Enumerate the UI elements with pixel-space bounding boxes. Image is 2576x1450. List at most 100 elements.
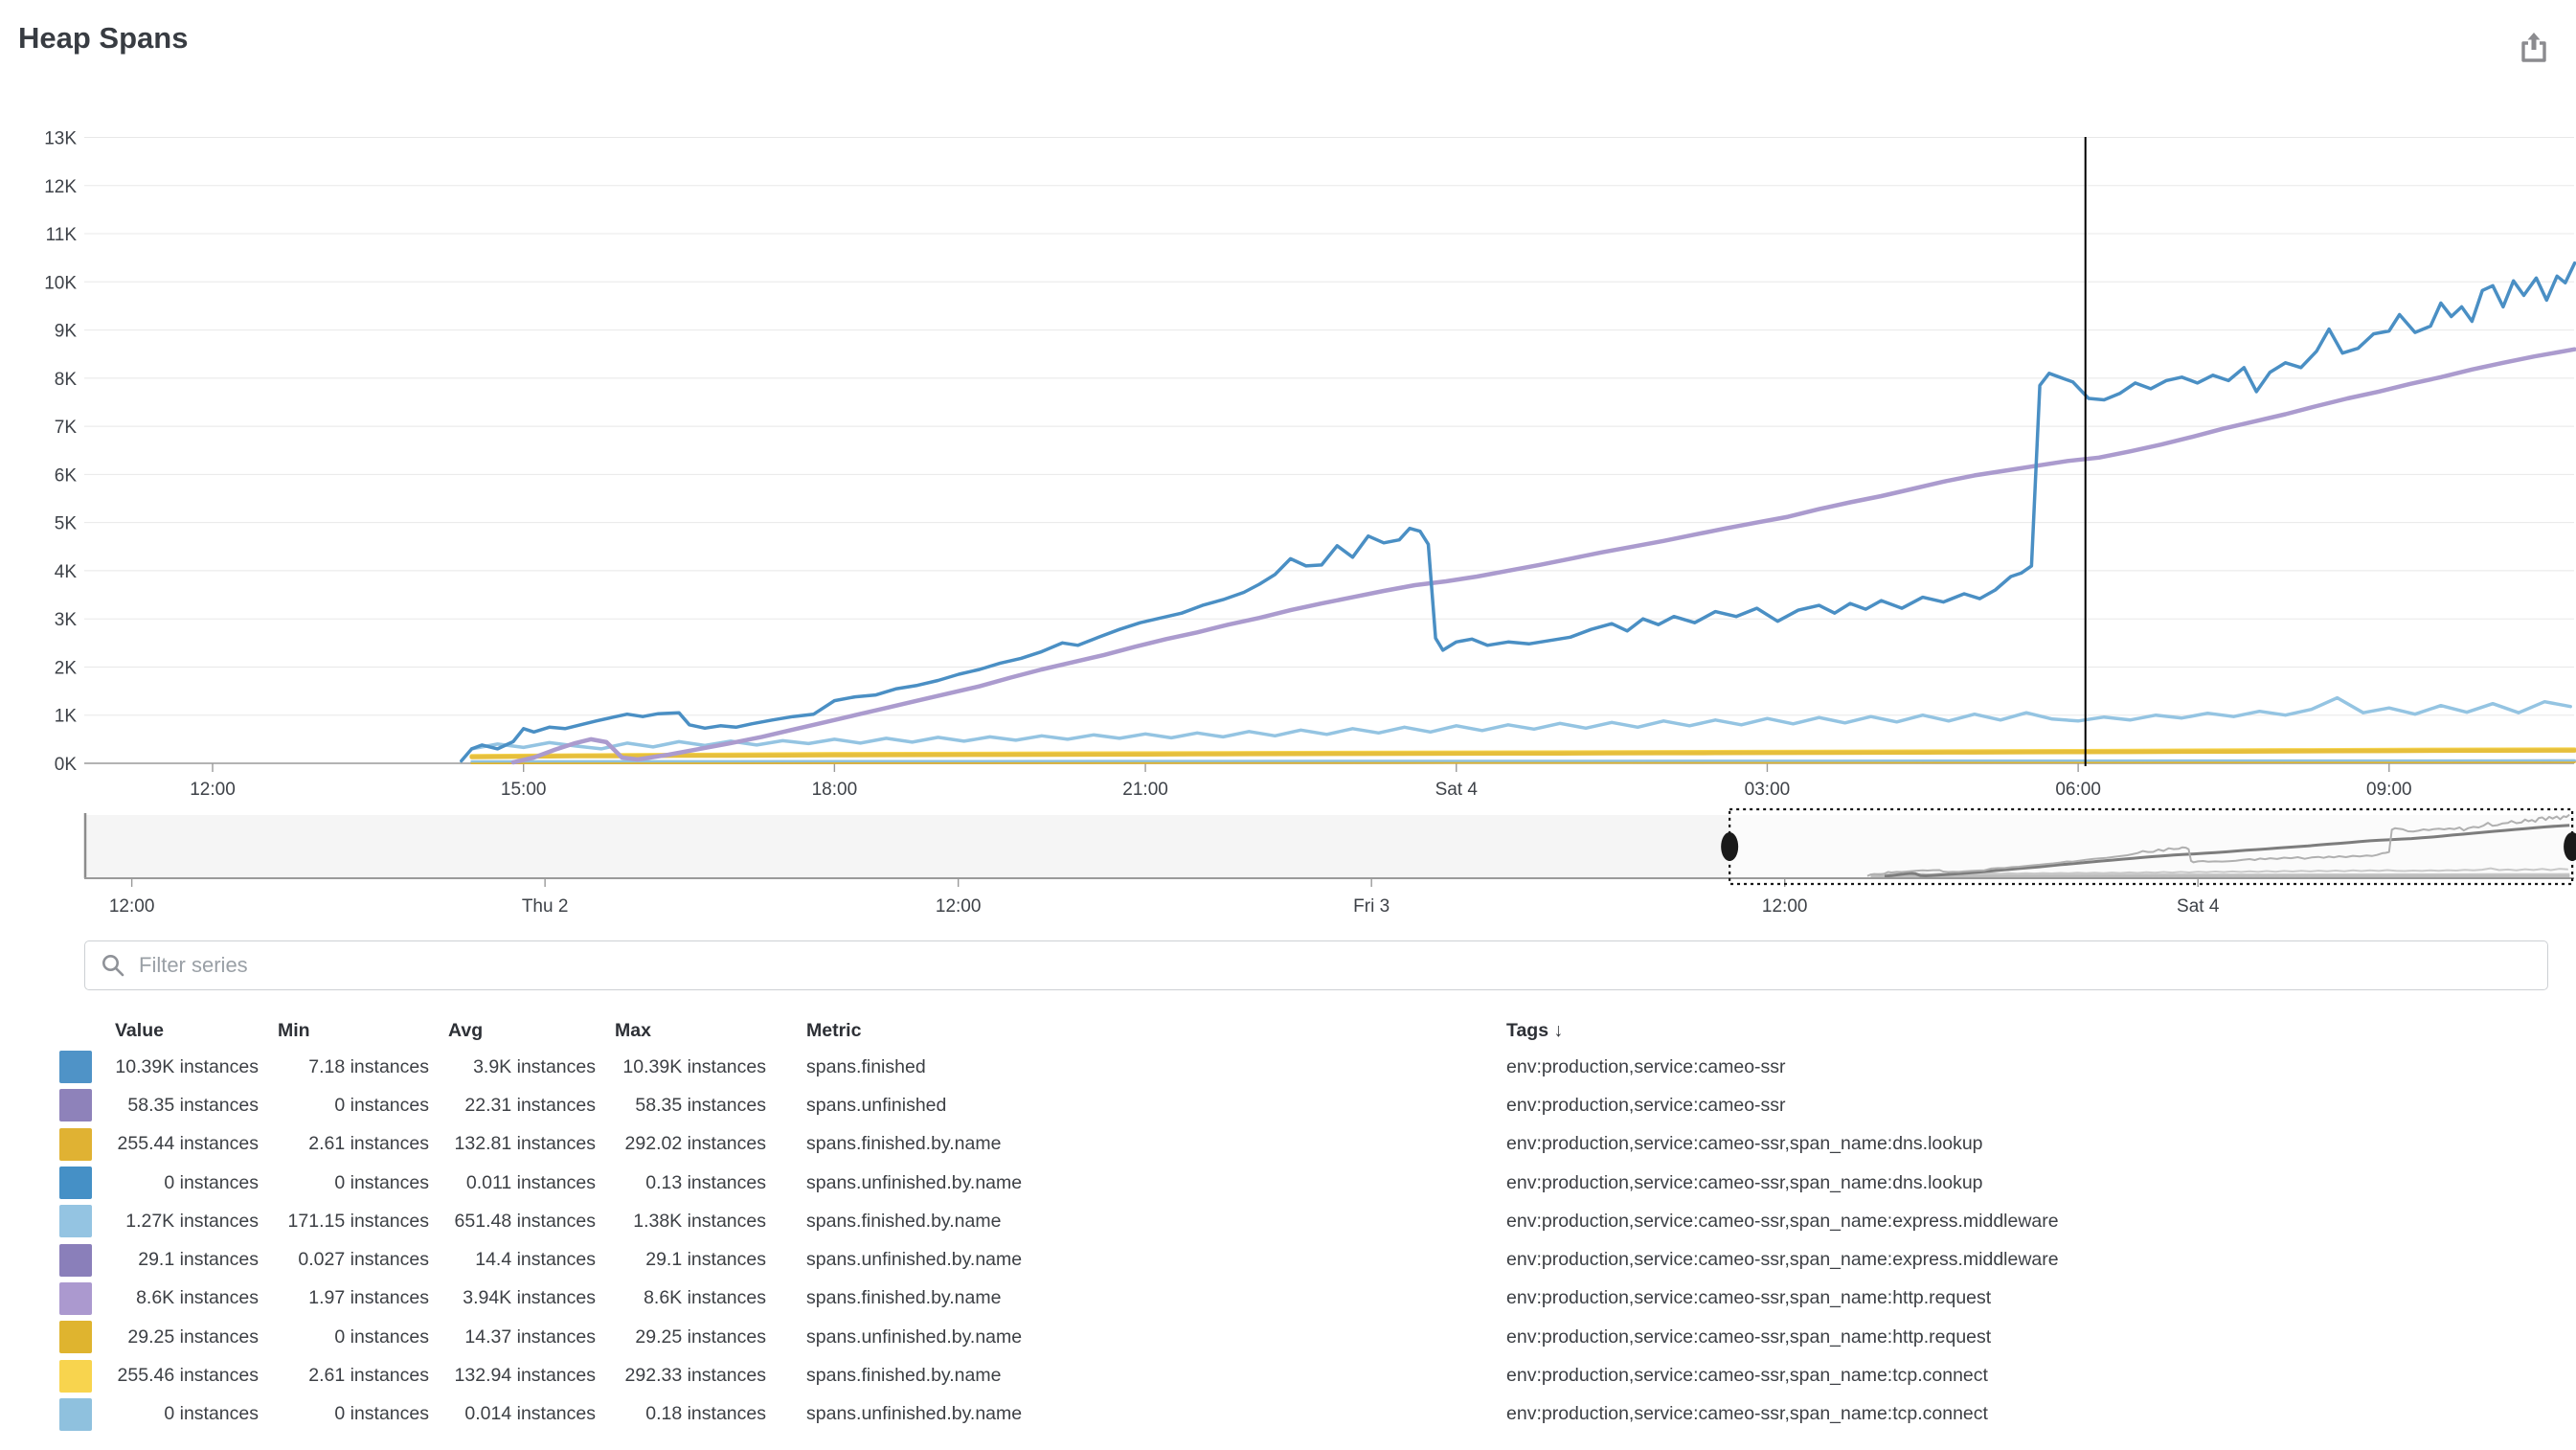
series-table-rows: 10.39K instances 7.18 instances 3.9K ins…: [59, 1048, 2557, 1434]
cell-min: 0 instances: [334, 1403, 429, 1425]
series-line: [510, 347, 2576, 765]
cell-tags: env:production,service:cameo-ssr,span_na…: [1506, 1287, 1992, 1309]
cell-max: 29.25 instances: [635, 1325, 766, 1348]
col-header-avg[interactable]: Avg: [448, 1019, 484, 1041]
col-header-tags[interactable]: Tags ↓: [1506, 1019, 1564, 1041]
cell-tags: env:production,service:cameo-ssr,span_na…: [1506, 1403, 1988, 1425]
y-axis-label: 6K: [55, 465, 78, 486]
table-row[interactable]: 255.44 instances 2.61 instances 132.81 i…: [59, 1125, 2557, 1164]
series-color-swatch[interactable]: [59, 1243, 92, 1277]
brush-window[interactable]: [1729, 809, 2573, 884]
cell-min: 0 instances: [334, 1094, 429, 1116]
series-color-swatch[interactable]: [59, 1127, 92, 1161]
series-color-swatch[interactable]: [59, 1205, 92, 1238]
table-row[interactable]: 255.46 instances 2.61 instances 132.94 i…: [59, 1356, 2557, 1394]
series-line: [470, 760, 2576, 764]
minimap-tick-label: Fri 3: [1353, 896, 1390, 917]
brush-handle-left[interactable]: [1721, 832, 1739, 861]
cell-min: 0 instances: [334, 1325, 429, 1348]
cell-min: 2.61 instances: [308, 1133, 429, 1155]
table-row[interactable]: 8.6K instances 1.97 instances 3.94K inst…: [59, 1280, 2557, 1318]
brush-handle-right[interactable]: [2564, 832, 2576, 861]
cell-max: 0.13 instances: [645, 1171, 766, 1193]
cell-metric: spans.unfinished: [806, 1094, 947, 1116]
sort-descending-icon: ↓: [1553, 1019, 1564, 1041]
col-header-min[interactable]: Min: [278, 1019, 310, 1041]
y-axis-label: 12K: [44, 177, 77, 197]
y-axis-label: 4K: [55, 562, 78, 582]
table-row[interactable]: 1.27K instances 171.15 instances 651.48 …: [59, 1202, 2557, 1240]
cell-metric: spans.unfinished.by.name: [806, 1171, 1023, 1193]
series-table-header: Value Min Avg Max Metric Tags ↓: [59, 1013, 2557, 1048]
x-axis-label: 06:00: [2055, 780, 2101, 800]
table-row[interactable]: 29.1 instances 0.027 instances 14.4 inst…: [59, 1240, 2557, 1279]
col-header-value[interactable]: Value: [115, 1019, 164, 1041]
cell-max: 292.02 instances: [624, 1133, 766, 1155]
y-axis-label: 5K: [55, 514, 78, 534]
cell-metric: spans.finished.by.name: [806, 1210, 1002, 1232]
series-color-swatch[interactable]: [59, 1321, 92, 1354]
table-row[interactable]: 58.35 instances 0 instances 22.31 instan…: [59, 1086, 2557, 1124]
cell-value: 58.35 instances: [127, 1094, 259, 1116]
cell-value: 10.39K instances: [115, 1055, 259, 1077]
page-title: Heap Spans: [18, 21, 189, 55]
minimap-tick-label: 12:00: [936, 896, 982, 917]
cell-metric: spans.finished.by.name: [806, 1365, 1002, 1387]
y-axis-label: 8K: [55, 370, 78, 390]
timeseries-chart-area[interactable]: 0K 1K 2K 3K 4K 5K 6K 7K 8K 9K 10K 11K 12K 13K 12:00 15:…: [0, 0, 2576, 929]
x-axis-label: 09:00: [2366, 780, 2412, 800]
cell-tags: env:production,service:cameo-ssr,span_na…: [1506, 1365, 1988, 1387]
cell-metric: spans.finished.by.name: [806, 1133, 1002, 1155]
filter-series-input[interactable]: [139, 953, 2547, 978]
series-line: [460, 261, 2576, 763]
cell-max: 29.1 instances: [645, 1249, 766, 1271]
cell-min: 0 instances: [334, 1171, 429, 1193]
export-icon[interactable]: [2517, 29, 2551, 65]
series-color-swatch[interactable]: [59, 1359, 92, 1393]
y-axis-label: 1K: [55, 707, 78, 727]
cell-max: 8.6K instances: [644, 1287, 766, 1309]
cell-value: 255.44 instances: [117, 1133, 259, 1155]
series-color-swatch[interactable]: [59, 1281, 92, 1315]
y-axis-label: 2K: [55, 658, 78, 678]
cell-tags: env:production,service:cameo-ssr: [1506, 1094, 1786, 1116]
table-row[interactable]: 0 instances 0 instances 0.011 instances …: [59, 1164, 2557, 1202]
filter-series-box: [84, 940, 2548, 990]
x-axis-label: 15:00: [501, 780, 547, 800]
y-axis-label: 3K: [55, 610, 78, 630]
cell-min: 171.15 instances: [287, 1210, 429, 1232]
cell-value: 255.46 instances: [117, 1365, 259, 1387]
cell-max: 1.38K instances: [633, 1210, 766, 1232]
col-header-max[interactable]: Max: [615, 1019, 651, 1041]
minimap-tick-label: 12:00: [109, 896, 155, 917]
cell-avg: 0.011 instances: [465, 1171, 596, 1193]
cell-value: 8.6K instances: [136, 1287, 259, 1309]
cell-min: 2.61 instances: [308, 1365, 429, 1387]
x-axis-label: 03:00: [1745, 780, 1791, 800]
series-color-swatch[interactable]: [59, 1167, 92, 1200]
series-color-swatch[interactable]: [59, 1397, 92, 1431]
cell-tags: env:production,service:cameo-ssr,span_na…: [1506, 1249, 2059, 1271]
series-color-swatch[interactable]: [59, 1051, 92, 1084]
minimap-series-line: [1884, 824, 2570, 878]
col-header-metric[interactable]: Metric: [806, 1019, 862, 1041]
cell-max: 58.35 instances: [635, 1094, 766, 1116]
cell-avg: 651.48 instances: [454, 1210, 596, 1232]
cell-max: 0.18 instances: [645, 1403, 766, 1425]
minimap-series-line: [1870, 867, 2568, 876]
series-table: Value Min Avg Max Metric Tags ↓ 10.39K i…: [59, 1013, 2557, 1434]
series-line: [469, 695, 2572, 751]
cell-avg: 14.4 instances: [475, 1249, 596, 1271]
cell-metric: spans.unfinished.by.name: [806, 1249, 1023, 1271]
cell-tags: env:production,service:cameo-ssr: [1506, 1055, 1786, 1077]
x-axis-label: 18:00: [812, 780, 858, 800]
minimap-tick-label: Sat 4: [2177, 896, 2220, 917]
cell-value: 0 instances: [164, 1171, 259, 1193]
cell-avg: 3.9K instances: [473, 1055, 596, 1077]
table-row[interactable]: 0 instances 0 instances 0.014 instances …: [59, 1395, 2557, 1434]
table-row[interactable]: 29.25 instances 0 instances 14.37 instan…: [59, 1318, 2557, 1356]
minimap-tick-label: Thu 2: [522, 896, 569, 917]
table-row[interactable]: 10.39K instances 7.18 instances 3.9K ins…: [59, 1048, 2557, 1086]
series-color-swatch[interactable]: [59, 1089, 92, 1122]
